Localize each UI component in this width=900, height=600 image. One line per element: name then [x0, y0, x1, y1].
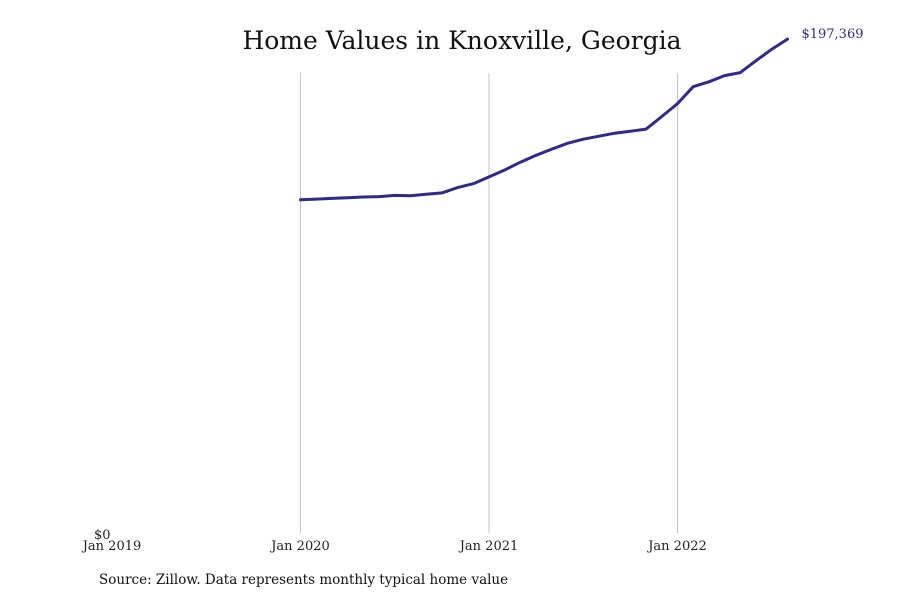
- tick-labels: Jan 2019 Jan 2020 Jan 2021 Jan 2022 $0 $197,3…: [81, 27, 864, 554]
- series-layer: [299, 37, 789, 202]
- gridlines: [300, 73, 678, 533]
- source-note: Source: Zillow. Data represents monthly …: [99, 572, 509, 588]
- chart-title: Home Values in Knoxville, Georgia: [242, 26, 682, 55]
- y-tick-label: $0: [94, 528, 111, 543]
- end-value-label: $197,369: [801, 27, 863, 42]
- x-tick-label: Jan 2021: [458, 539, 519, 554]
- series-line: [299, 37, 789, 202]
- x-tick-label: Jan 2020: [269, 539, 330, 554]
- x-tick-label: Jan 2022: [646, 539, 707, 554]
- x-tick-label: Jan 2019: [81, 539, 142, 554]
